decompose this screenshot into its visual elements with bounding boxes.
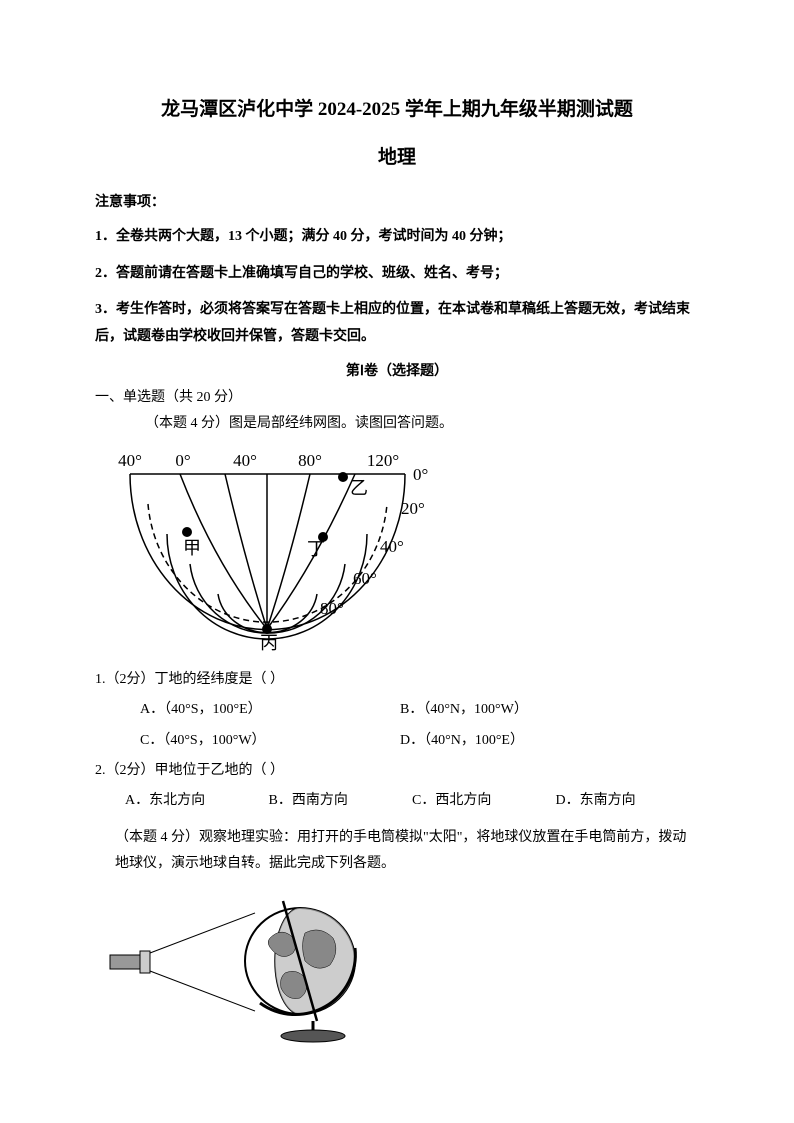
option-1c: C．（40°S，100°W） bbox=[140, 730, 400, 752]
section-title: 一、单选题（共 20 分） bbox=[95, 387, 699, 409]
svg-text:甲: 甲 bbox=[183, 538, 201, 558]
question-2: 2.（2分）甲地位于乙地的（ ） bbox=[95, 760, 699, 782]
svg-text:丁: 丁 bbox=[307, 539, 325, 559]
notice-item-3: 3．考生作答时，必须将答案写在答题卡上相应的位置，在本试卷和草稿纸上答题无效，考… bbox=[95, 297, 699, 350]
svg-text:0°: 0° bbox=[413, 465, 428, 484]
question-1: 1.（2分）丁地的经纬度是（ ） bbox=[95, 669, 699, 691]
title-subject: 地理 bbox=[95, 143, 699, 173]
notice-item-1: 1．全卷共两个大题，13 个小题；满分 40 分，考试时间为 40 分钟； bbox=[95, 224, 699, 251]
svg-text:120°: 120° bbox=[367, 451, 399, 470]
diagram-latlon: 40° 0° 40° 80° 120° 0° 20° 40° 60° 80° 甲… bbox=[105, 444, 699, 654]
svg-text:80°: 80° bbox=[320, 599, 344, 618]
svg-text:60°: 60° bbox=[353, 569, 377, 588]
question-intro-2: （本题 4 分）观察地理实验：用打开的手电筒模拟"太阳"，将地球仪放置在手电筒前… bbox=[115, 825, 699, 878]
option-2b: B．西南方向 bbox=[269, 790, 413, 812]
option-1d: D．（40°N，100°E） bbox=[400, 730, 699, 752]
question-intro-1: （本题 4 分）图是局部经纬网图。读图回答问题。 bbox=[145, 413, 699, 435]
notice-header: 注意事项： bbox=[95, 192, 699, 214]
svg-text:40°: 40° bbox=[118, 451, 142, 470]
svg-text:0°: 0° bbox=[175, 451, 190, 470]
diagram-globe bbox=[105, 893, 699, 1051]
section-header: 第Ⅰ卷（选择题） bbox=[95, 361, 699, 383]
notice-item-2: 2．答题前请在答题卡上准确填写自己的学校、班级、姓名、考号； bbox=[95, 261, 699, 288]
svg-text:40°: 40° bbox=[233, 451, 257, 470]
svg-text:乙: 乙 bbox=[350, 478, 368, 498]
svg-text:40°: 40° bbox=[380, 537, 404, 556]
svg-text:20°: 20° bbox=[401, 499, 425, 518]
option-1b: B．（40°N，100°W） bbox=[400, 699, 699, 721]
option-2a: A．东北方向 bbox=[125, 790, 269, 812]
title-main: 龙马潭区泸化中学 2024-2025 学年上期九年级半期测试题 bbox=[95, 95, 699, 125]
svg-text:丙: 丙 bbox=[260, 633, 278, 653]
option-2c: C．西北方向 bbox=[412, 790, 556, 812]
option-1a: A．（40°S，100°E） bbox=[140, 699, 400, 721]
svg-text:80°: 80° bbox=[298, 451, 322, 470]
option-2d: D．东南方向 bbox=[556, 790, 700, 812]
